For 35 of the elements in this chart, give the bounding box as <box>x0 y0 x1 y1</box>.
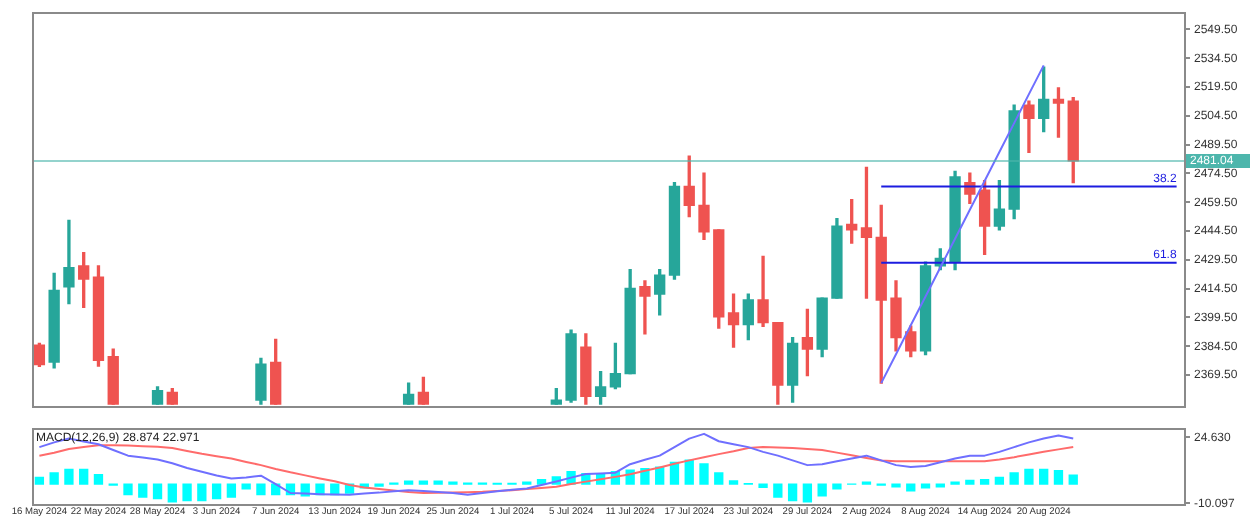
bar <box>34 476 45 485</box>
bar <box>714 472 724 485</box>
bar <box>699 463 709 485</box>
bar <box>93 473 104 485</box>
bar <box>49 472 59 485</box>
candlestick <box>63 219 75 305</box>
bar <box>1053 469 1064 485</box>
bar <box>167 483 177 503</box>
bar <box>832 483 842 490</box>
bar <box>1024 468 1034 485</box>
bar <box>182 483 192 502</box>
bar <box>684 459 694 485</box>
bar <box>994 476 1005 485</box>
bar <box>123 483 133 496</box>
bar <box>138 483 148 498</box>
bar <box>79 468 89 485</box>
bar <box>152 483 163 500</box>
bar <box>802 483 813 503</box>
bar <box>817 483 827 497</box>
bar <box>787 483 798 502</box>
bar <box>256 483 266 496</box>
bar <box>1039 468 1049 485</box>
bar <box>1068 474 1078 485</box>
candlestick <box>639 280 651 335</box>
bar <box>979 479 990 485</box>
bar <box>211 483 222 500</box>
bar <box>965 479 975 485</box>
bar <box>1009 472 1019 485</box>
bar <box>920 483 931 489</box>
bar <box>906 483 916 492</box>
bar <box>64 468 74 485</box>
bar <box>241 483 251 490</box>
bar <box>773 483 783 498</box>
bar <box>197 483 207 502</box>
bar <box>226 483 237 498</box>
